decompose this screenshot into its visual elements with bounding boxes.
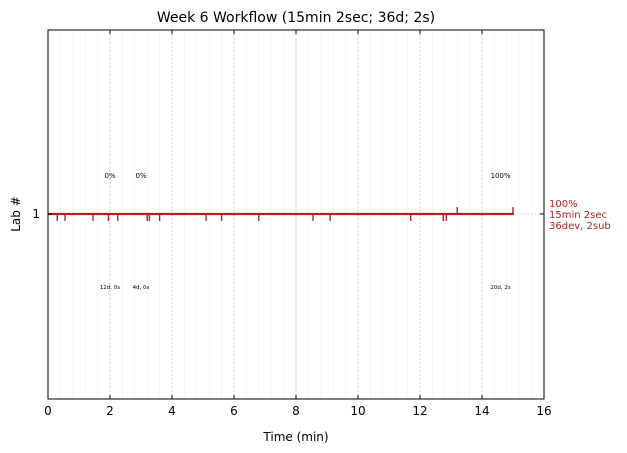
- x-tick-label: 2: [106, 404, 114, 418]
- side-label-line-3: 36dev, 2sub: [549, 221, 611, 232]
- side-label-line-1: 100%: [549, 199, 578, 210]
- x-tick-label: 8: [292, 404, 300, 418]
- side-label-line-2: 15min 2sec: [549, 210, 607, 221]
- x-tick-label: 14: [474, 404, 489, 418]
- y-axis-label: Lab #: [9, 196, 23, 232]
- annotation-layer: 0% 12d, 0s 0% 4d, 0s 100% 20d, 2s: [100, 172, 511, 291]
- annotation-percent: 0%: [104, 172, 115, 180]
- x-tick-label: 10: [350, 404, 365, 418]
- x-tick-label: 4: [168, 404, 176, 418]
- annotation-detail: 12d, 0s: [100, 285, 120, 291]
- x-axis-label: Time (min): [262, 430, 328, 444]
- y-axis-ticks: 1: [32, 207, 544, 221]
- annotation-percent: 0%: [135, 172, 146, 180]
- series-layer: [48, 207, 514, 221]
- annotation-detail: 20d, 2s: [490, 285, 510, 291]
- x-axis-ticks: 0 2 4 6 8 10 12 14 16: [44, 30, 552, 418]
- chart-title: Week 6 Workflow (15min 2sec; 36d; 2s): [157, 10, 435, 26]
- x-tick-label: 12: [412, 404, 427, 418]
- x-tick-label: 6: [230, 404, 238, 418]
- annotation-detail: 4d, 0s: [133, 285, 150, 291]
- x-tick-label: 0: [44, 404, 52, 418]
- y-tick-label: 1: [32, 207, 40, 221]
- annotation-percent: 100%: [491, 172, 511, 180]
- x-tick-label: 16: [536, 404, 551, 418]
